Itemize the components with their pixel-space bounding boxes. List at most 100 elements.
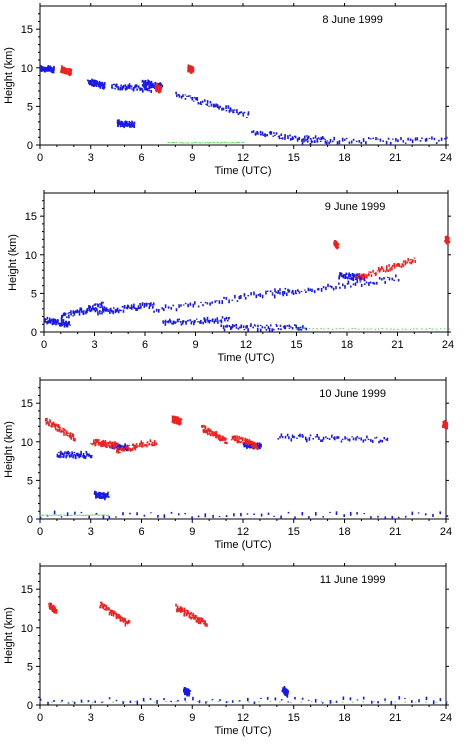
blue-echo-point bbox=[218, 300, 221, 304]
blue-echo-point bbox=[268, 327, 271, 332]
red-echo-point bbox=[385, 268, 388, 272]
blue-echo-point bbox=[65, 323, 68, 328]
blue-echo-point bbox=[392, 138, 394, 140]
green-echo-point bbox=[443, 328, 446, 330]
red-echo-point bbox=[48, 423, 50, 427]
blue-echo-point bbox=[186, 95, 188, 97]
red-echo-point bbox=[149, 439, 152, 442]
red-echo-point bbox=[132, 447, 134, 451]
blue-echo-point bbox=[251, 442, 253, 446]
blue-echo-point bbox=[51, 319, 53, 322]
green-echo-point bbox=[316, 328, 318, 330]
red-echo-point bbox=[132, 443, 134, 446]
blue-echo-point bbox=[439, 698, 442, 702]
red-echo-point bbox=[230, 439, 233, 441]
blue-echo-point bbox=[50, 67, 52, 71]
blue-echo-point bbox=[85, 450, 88, 454]
blue-echo-point bbox=[384, 280, 386, 284]
y-tick-label: 15 bbox=[21, 584, 33, 596]
blue-echo-point bbox=[103, 86, 105, 90]
green-echo-point bbox=[362, 701, 364, 703]
blue-echo-point bbox=[284, 287, 287, 290]
panel-title: 10 June 1999 bbox=[319, 388, 386, 400]
blue-echo-point bbox=[350, 285, 352, 288]
blue-echo-point bbox=[129, 123, 132, 126]
blue-echo-point bbox=[95, 83, 98, 87]
blue-echo-point bbox=[256, 130, 258, 135]
blue-echo-point bbox=[180, 321, 182, 323]
red-echo-point bbox=[49, 425, 52, 427]
green-echo-point bbox=[335, 328, 338, 330]
red-echo-segment bbox=[230, 435, 258, 450]
green-echo-point bbox=[405, 328, 407, 330]
blue-echo-point bbox=[129, 124, 131, 128]
blue-echo-point bbox=[326, 437, 329, 440]
red-echo-point bbox=[240, 440, 243, 443]
green-echo-point bbox=[390, 328, 392, 330]
red-echo-point bbox=[109, 609, 112, 613]
blue-echo-point bbox=[355, 437, 357, 441]
blue-echo-point bbox=[435, 142, 438, 144]
blue-echo-point bbox=[126, 307, 129, 310]
blue-echo-point bbox=[279, 291, 281, 295]
blue-echo-point bbox=[137, 305, 140, 310]
blue-echo-point bbox=[74, 310, 77, 314]
blue-echo-point bbox=[354, 275, 356, 277]
blue-echo-point bbox=[391, 277, 394, 281]
blue-echo-point bbox=[44, 320, 47, 323]
blue-echo-point bbox=[90, 82, 93, 87]
blue-echo-point bbox=[350, 140, 353, 144]
blue-echo-point bbox=[78, 312, 81, 316]
blue-echo-point bbox=[322, 436, 325, 440]
blue-echo-point bbox=[379, 138, 382, 142]
red-echo-point bbox=[72, 437, 75, 441]
red-echo-point bbox=[139, 442, 141, 445]
red-echo-point bbox=[407, 258, 409, 262]
red-echo-point bbox=[221, 437, 224, 441]
blue-echo-point bbox=[150, 84, 153, 89]
blue-echo-point bbox=[73, 701, 76, 704]
blue-echo-point bbox=[266, 290, 269, 292]
y-tick-label: 5 bbox=[27, 101, 33, 113]
blue-echo-point bbox=[261, 326, 264, 329]
blue-echo-point bbox=[150, 512, 152, 514]
blue-echo-point bbox=[313, 290, 316, 294]
blue-echo-point bbox=[44, 318, 46, 321]
red-echo-point bbox=[135, 443, 138, 446]
blue-echo-point bbox=[209, 302, 211, 306]
blue-echo-point bbox=[224, 319, 226, 322]
blue-echo-point bbox=[291, 327, 294, 330]
blue-echo-point bbox=[325, 436, 327, 438]
red-echo-point bbox=[46, 417, 48, 422]
blue-echo-point bbox=[184, 697, 186, 701]
green-echo-point bbox=[134, 701, 136, 703]
blue-echo-point bbox=[148, 306, 151, 309]
red-echo-point bbox=[242, 437, 244, 441]
blue-echo-point bbox=[100, 492, 102, 494]
blue-echo-point bbox=[444, 138, 446, 140]
blue-echo-point bbox=[101, 492, 104, 496]
blue-echo-point bbox=[347, 280, 350, 285]
y-tick-label: 10 bbox=[21, 63, 33, 75]
blue-echo-point bbox=[282, 688, 285, 692]
blue-echo-point bbox=[387, 276, 389, 278]
blue-echo-point bbox=[252, 326, 254, 329]
blue-echo-point bbox=[289, 138, 292, 141]
blue-echo-point bbox=[114, 84, 117, 87]
blue-echo-point bbox=[120, 309, 122, 312]
blue-echo-point bbox=[242, 443, 245, 446]
red-echo-point bbox=[177, 418, 180, 423]
blue-echo-point bbox=[314, 140, 316, 143]
blue-echo-point bbox=[64, 322, 66, 327]
green-echo-point bbox=[168, 142, 170, 144]
red-echo-point bbox=[54, 427, 57, 431]
blue-echo-point bbox=[385, 140, 388, 145]
blue-echo-point bbox=[304, 135, 306, 139]
red-echo-point bbox=[110, 612, 113, 616]
red-echo-point bbox=[194, 614, 196, 618]
red-echo-point bbox=[171, 415, 174, 420]
x-tick-label: 6 bbox=[138, 712, 144, 724]
red-echo-point bbox=[70, 436, 72, 440]
blue-echo-point bbox=[68, 454, 71, 458]
blue-echo-point bbox=[275, 132, 278, 135]
